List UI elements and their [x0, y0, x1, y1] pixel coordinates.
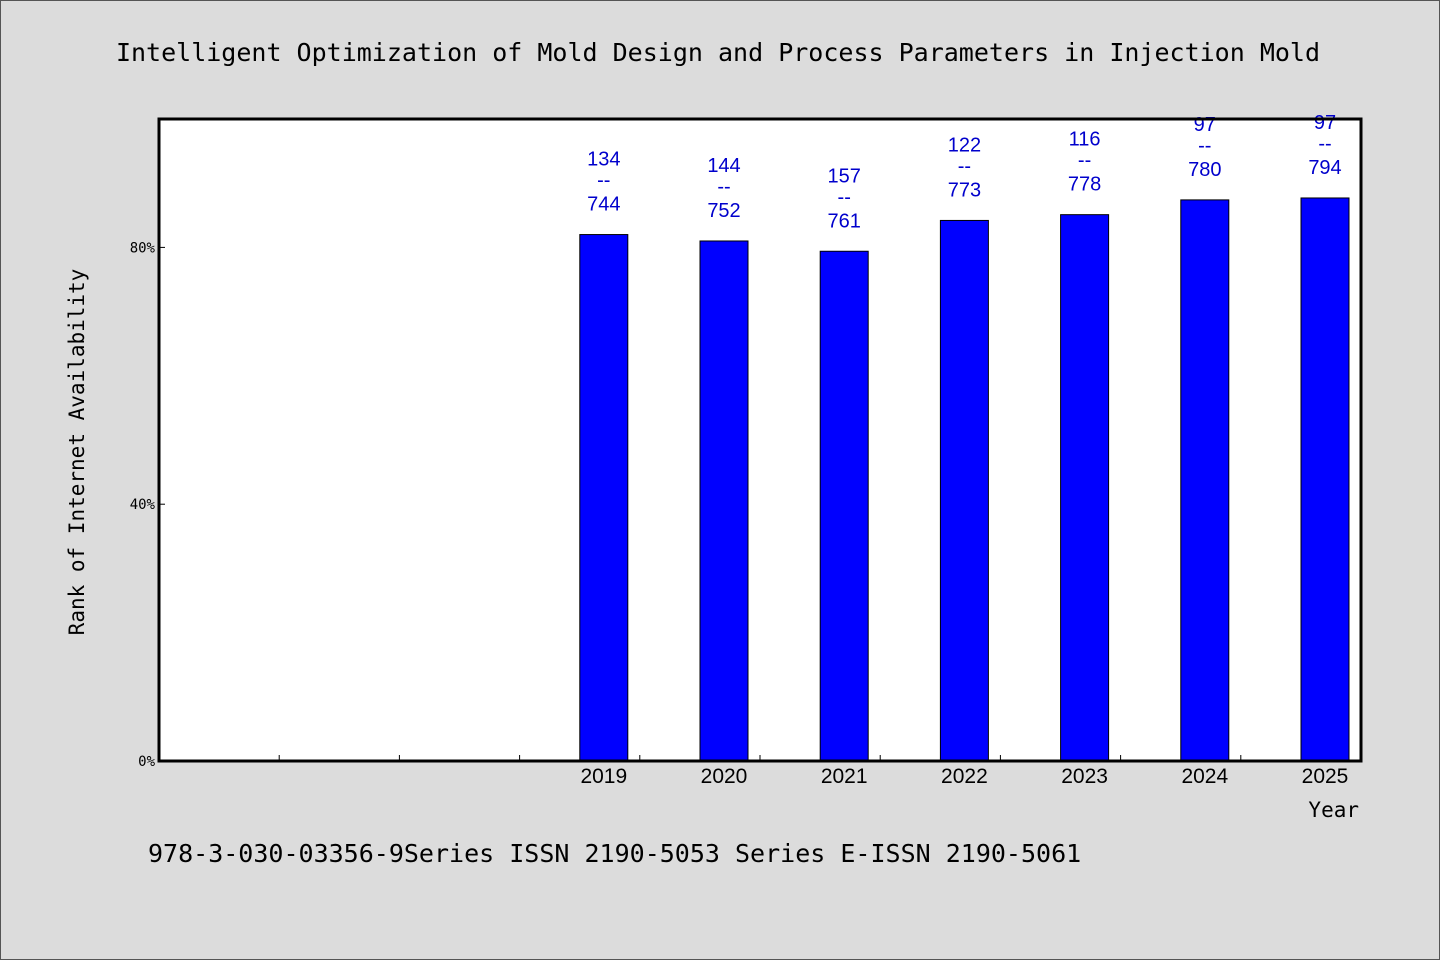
plot-area — [159, 119, 1361, 761]
data-label-separator: -- — [838, 186, 851, 208]
data-label-separator: -- — [1198, 135, 1211, 157]
bar-2021 — [819, 250, 869, 762]
data-label-bottom: 794 — [1308, 157, 1341, 179]
x-axis-label: Year — [1308, 798, 1359, 822]
x-tick-label: 2020 — [701, 765, 748, 788]
y-axis-label: Rank of Internet Availability — [65, 269, 89, 636]
data-label-bottom: 761 — [828, 210, 861, 232]
data-label-top: 144 — [707, 155, 740, 177]
x-tick-label: 2021 — [821, 765, 868, 788]
x-tick-label: 2022 — [941, 765, 988, 788]
x-tick-label: 2023 — [1061, 765, 1108, 788]
chart-title: Intelligent Optimization of Mold Design … — [116, 38, 1320, 67]
y-tick-label: 80% — [130, 240, 156, 256]
data-label-top: 116 — [1069, 129, 1101, 151]
data-label-separator: -- — [1318, 133, 1331, 155]
footer-isbn-text: 978-3-030-03356-9Series ISSN 2190-5053 S… — [148, 839, 1081, 868]
bars-layer — [579, 197, 1350, 762]
bar-2023 — [1060, 214, 1110, 762]
y-tick-label: 0% — [138, 754, 155, 770]
data-label-top: 97 — [1194, 114, 1216, 136]
bar-2025 — [1300, 197, 1350, 762]
bar-2019 — [579, 234, 629, 762]
data-label-top: 157 — [828, 165, 861, 187]
data-label-separator: -- — [597, 170, 610, 192]
data-label-separator: -- — [1078, 150, 1091, 172]
x-ticks-layer: 2019 2020 2021 2022 2023 2024 2025 — [278, 755, 1349, 788]
x-tick-label: 2024 — [1181, 765, 1228, 788]
data-label-separator: -- — [958, 155, 971, 177]
data-label-bottom: 780 — [1188, 159, 1221, 181]
y-ticks-layer: 0% 40% 80% — [130, 240, 165, 770]
bar-2022 — [939, 219, 989, 762]
x-tick-label: 2019 — [580, 765, 627, 788]
data-label-bottom: 744 — [587, 194, 620, 216]
data-label-top: 122 — [948, 134, 981, 156]
data-label-top: 134 — [587, 149, 620, 171]
y-tick-label: 40% — [130, 497, 156, 513]
bar-2024 — [1180, 199, 1230, 762]
bar-2020 — [699, 240, 749, 762]
data-label-bottom: 773 — [948, 179, 981, 201]
data-label-bottom: 752 — [707, 200, 740, 222]
plot-border — [157, 117, 1363, 763]
x-tick-label: 2025 — [1302, 765, 1349, 788]
data-label-top: 97 — [1314, 112, 1336, 134]
data-label-separator: -- — [717, 176, 730, 198]
data-label-bottom: 778 — [1068, 174, 1101, 196]
